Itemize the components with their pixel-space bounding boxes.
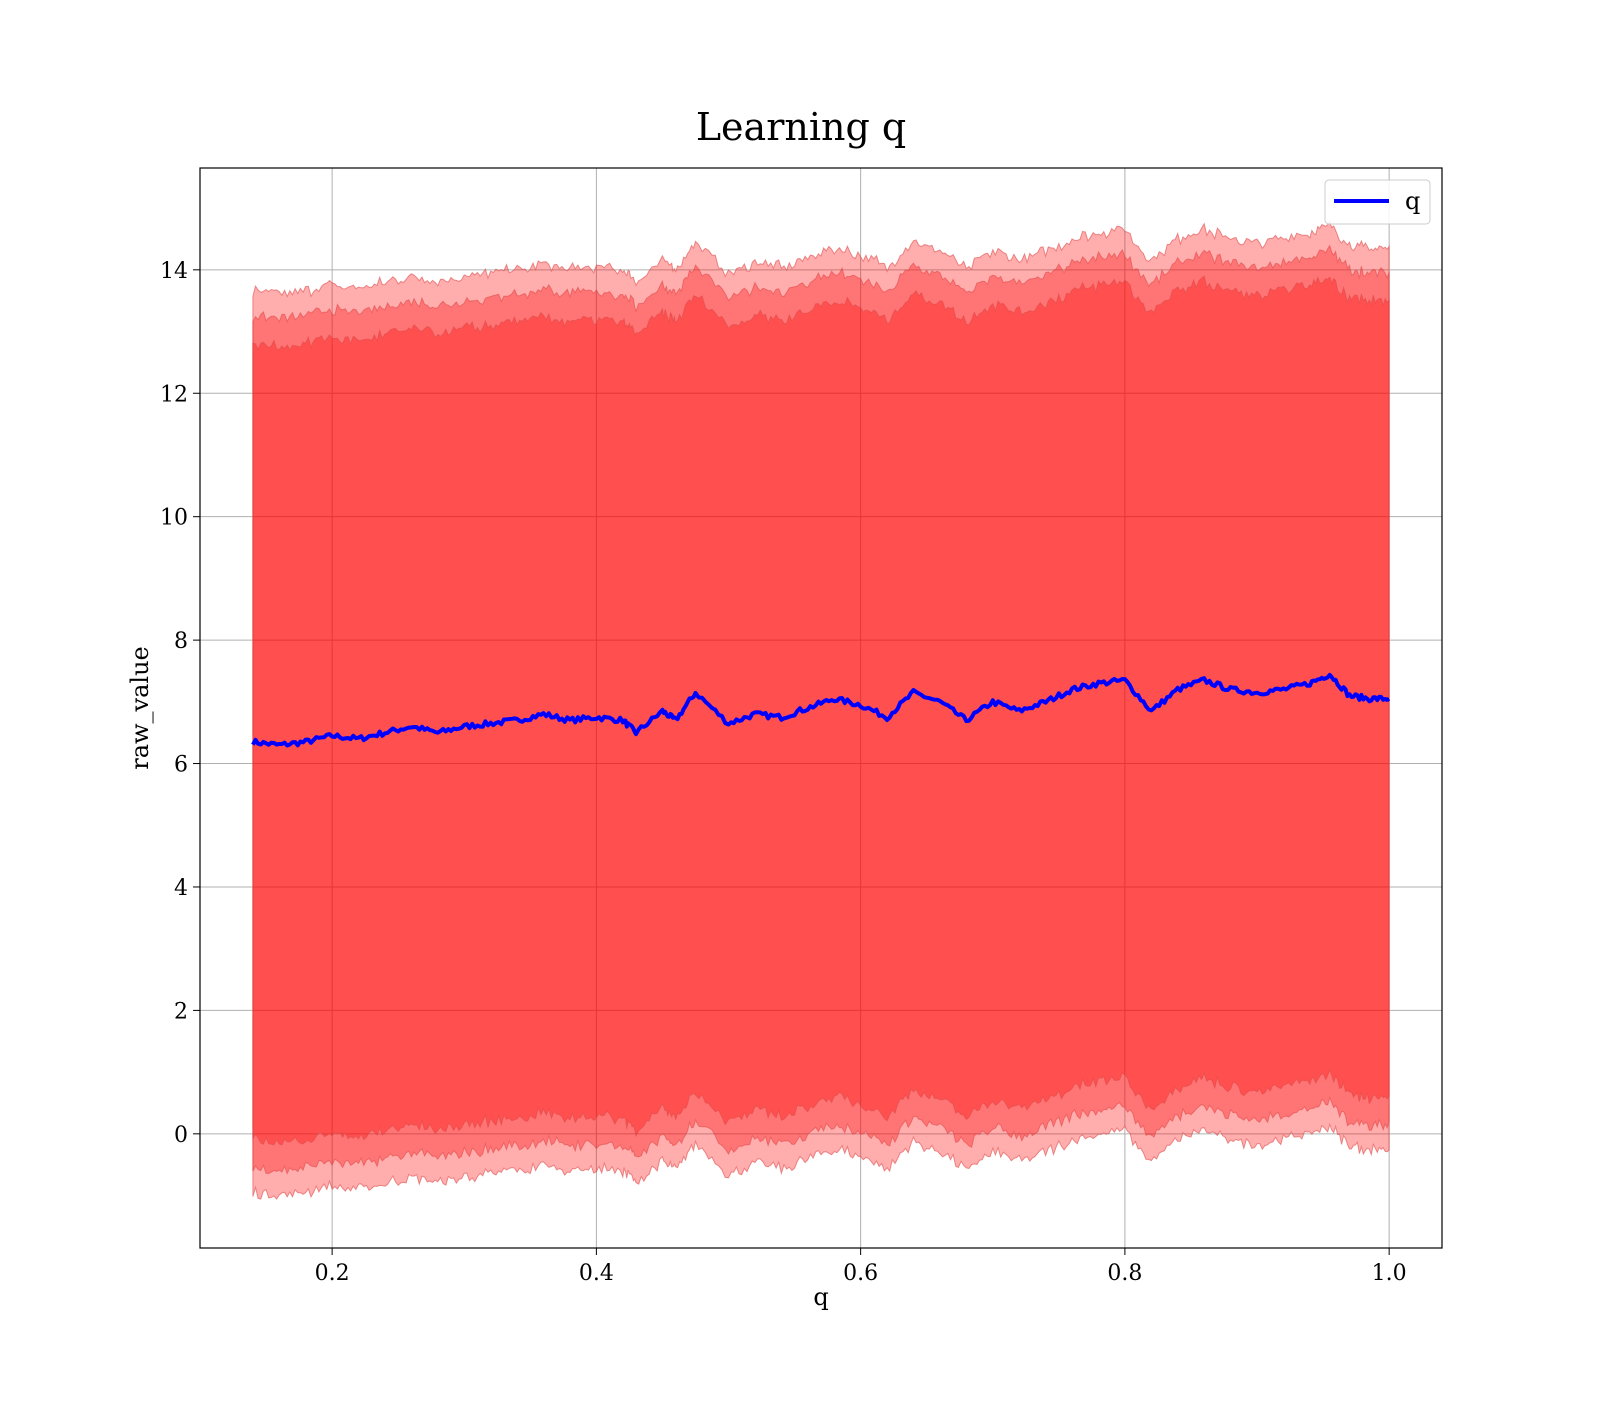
chart-title: Learning q bbox=[696, 105, 906, 149]
y-tick-label: 12 bbox=[160, 382, 188, 407]
x-tick-label: 1.0 bbox=[1372, 1261, 1407, 1286]
confidence-band-2 bbox=[252, 244, 1390, 1175]
y-tick-label: 4 bbox=[174, 876, 188, 901]
x-tick-label: 0.4 bbox=[579, 1261, 614, 1286]
y-tick-label: 2 bbox=[174, 999, 188, 1024]
y-axis-label: raw_value bbox=[126, 646, 154, 770]
y-tick-label: 8 bbox=[174, 629, 188, 654]
x-tick-label: 0.2 bbox=[315, 1261, 350, 1286]
plot-frame bbox=[199, 167, 1443, 1249]
legend: q bbox=[1324, 179, 1431, 225]
y-tick-label: 14 bbox=[160, 259, 188, 284]
confidence-band-1 bbox=[252, 220, 1390, 1200]
confidence-bands bbox=[252, 220, 1390, 1200]
x-axis-ticks: 0.2 0.4 0.6 0.8 1.0 bbox=[315, 1248, 1407, 1286]
y-tick-label: 0 bbox=[174, 1123, 188, 1148]
y-tick-label: 6 bbox=[174, 753, 188, 778]
series-layer bbox=[251, 672, 1391, 748]
confidence-band-3 bbox=[252, 275, 1390, 1146]
y-tick-label: 10 bbox=[160, 506, 188, 531]
y-axis-ticks: 0 2 4 6 8 10 12 14 bbox=[160, 259, 200, 1148]
x-tick-label: 0.8 bbox=[1107, 1261, 1142, 1286]
x-axis-label: q bbox=[813, 1283, 828, 1311]
series-line-q bbox=[251, 672, 1391, 748]
legend-label: q bbox=[1405, 187, 1420, 215]
x-tick-label: 0.6 bbox=[843, 1261, 878, 1286]
